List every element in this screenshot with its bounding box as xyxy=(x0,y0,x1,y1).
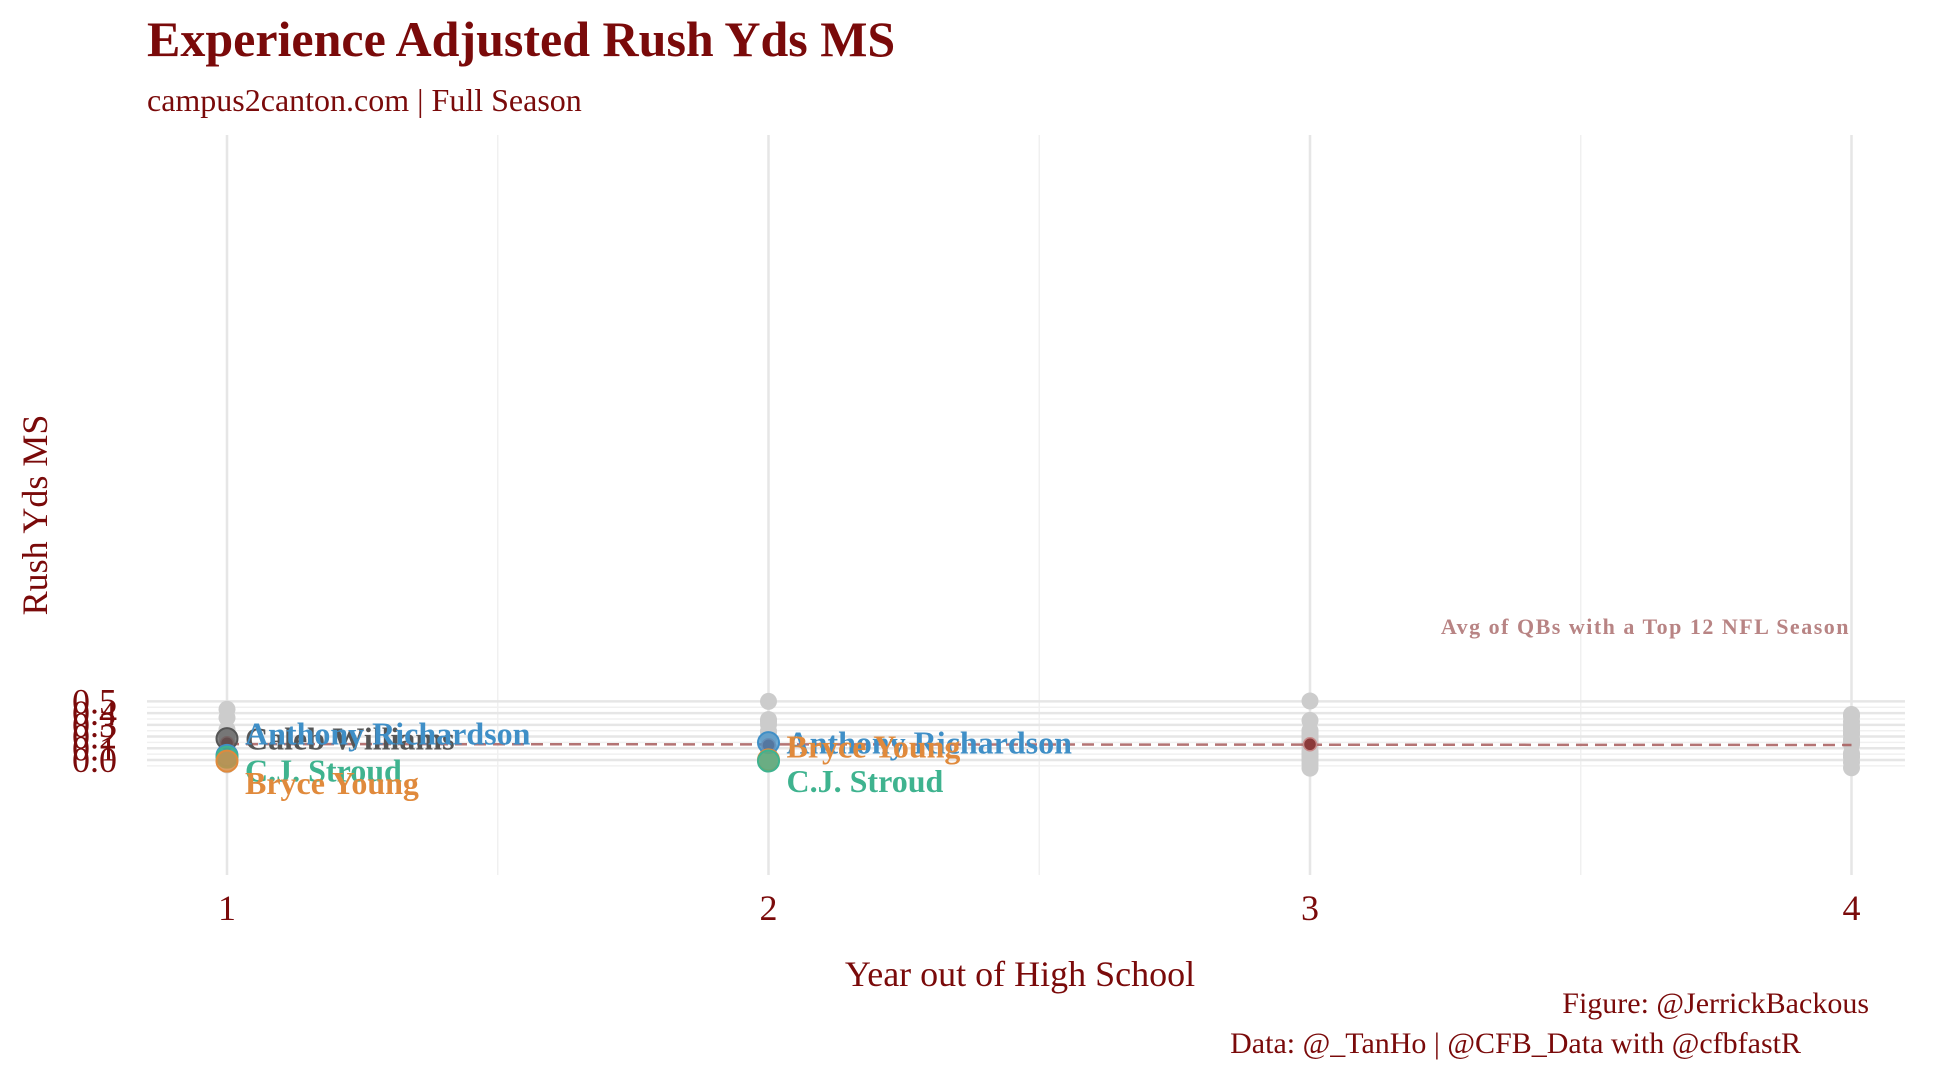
chart-title: Experience Adjusted Rush Yds MS xyxy=(147,11,896,67)
x-tick-label: 4 xyxy=(1843,888,1861,928)
average-trend-line xyxy=(226,742,1852,747)
y-tick-label: 0.3 xyxy=(72,705,117,745)
background-point xyxy=(760,692,777,710)
x-tick-label: 3 xyxy=(1301,888,1319,928)
x-axis-label: Year out of High School xyxy=(844,954,1196,994)
player-label: Bryce Young xyxy=(787,729,961,765)
figure-caption: Figure: @JerrickBackous xyxy=(1562,987,1869,1020)
x-tick-label: 1 xyxy=(218,888,236,928)
highlighted-point xyxy=(215,749,239,773)
y-tick-label: 0.5 xyxy=(72,681,117,721)
player-label: Anthony Richardson xyxy=(245,715,531,751)
average-point xyxy=(1302,737,1318,752)
player-label: Caleb Williams xyxy=(245,721,455,757)
player-label: Bryce Young xyxy=(245,765,419,801)
background-point xyxy=(218,709,236,727)
highlighted-point xyxy=(757,749,780,773)
y-tick-label: 0.4 xyxy=(72,693,117,733)
player-label: C.J. Stroud xyxy=(245,752,402,788)
background-point xyxy=(1843,759,1860,777)
x-tick-label: 2 xyxy=(760,888,778,928)
background-point xyxy=(1301,759,1319,777)
y-tick-label: 0.0 xyxy=(72,740,117,780)
player-label: C.J. Stroud xyxy=(787,763,944,799)
y-tick-label: 0.2 xyxy=(72,717,117,757)
data-caption: Data: @_TanHo | @CFB_Data with @cfbfastR xyxy=(1230,1027,1801,1060)
player-label: Anthony Richardson xyxy=(787,725,1073,761)
y-tick-label: 0.1 xyxy=(72,728,117,768)
chart-subtitle: campus2canton.com | Full Season xyxy=(147,82,582,118)
average-line-label: Avg of QBs with a Top 12 NFL Season xyxy=(1441,614,1850,639)
background-point xyxy=(1301,692,1319,710)
